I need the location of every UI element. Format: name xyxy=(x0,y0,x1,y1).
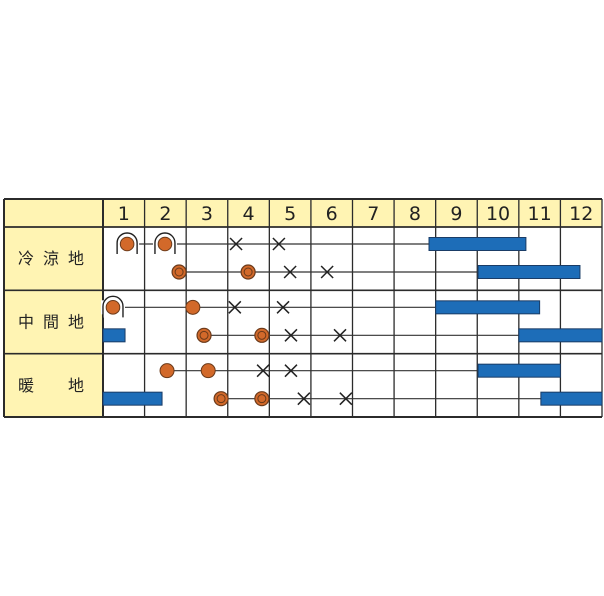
double-circle-icon xyxy=(254,391,270,407)
region-label: 冷涼地 xyxy=(18,249,93,268)
month-header-7: 7 xyxy=(367,203,379,225)
double-circle-icon xyxy=(196,327,212,343)
month-header-2: 2 xyxy=(159,203,171,225)
label-column-bg xyxy=(4,227,103,417)
month-header-12: 12 xyxy=(569,203,593,225)
period-bar xyxy=(518,328,603,343)
period-bar xyxy=(477,265,581,279)
sowing-circle-icon xyxy=(200,363,216,379)
cross-mark-icon xyxy=(276,300,290,314)
sowing-circle-icon xyxy=(105,300,121,315)
period-bar xyxy=(102,391,163,406)
cross-mark-icon xyxy=(272,237,286,251)
month-header-8: 8 xyxy=(409,203,421,225)
sowing-circle-icon xyxy=(185,299,201,315)
month-header-3: 3 xyxy=(201,203,213,225)
double-circle-inner xyxy=(243,267,253,277)
double-circle-icon xyxy=(240,264,256,280)
month-header-1: 1 xyxy=(118,203,130,225)
month-header-4: 4 xyxy=(242,203,254,225)
sowing-circle-icon xyxy=(159,363,175,379)
double-circle-inner xyxy=(216,394,226,404)
double-circle-icon xyxy=(254,327,270,343)
double-circle-inner xyxy=(257,330,267,340)
double-circle-inner xyxy=(199,330,209,340)
period-bar xyxy=(477,363,561,378)
cross-mark-icon xyxy=(284,328,298,342)
sowing-circle-icon xyxy=(157,236,173,252)
month-header-6: 6 xyxy=(326,203,338,225)
month-header-5: 5 xyxy=(284,203,296,225)
month-header-10: 10 xyxy=(486,203,510,225)
region-label: 中間地 xyxy=(18,313,93,332)
region-label: 暖 地 xyxy=(18,376,93,395)
double-circle-inner xyxy=(257,394,267,404)
month-header-11: 11 xyxy=(528,203,552,225)
cross-mark-icon xyxy=(333,328,347,342)
cross-mark-icon xyxy=(284,364,298,378)
period-bar xyxy=(435,300,541,315)
period-bar xyxy=(540,391,603,406)
month-header-9: 9 xyxy=(450,203,462,225)
cross-mark-icon xyxy=(283,265,297,279)
period-bar xyxy=(428,237,527,251)
cross-mark-icon xyxy=(297,392,311,406)
cross-mark-icon xyxy=(228,300,242,314)
cross-mark-icon xyxy=(229,237,243,251)
header-row-bg xyxy=(4,199,602,227)
cross-mark-icon xyxy=(256,364,270,378)
sowing-circle-icon xyxy=(119,236,135,252)
double-circle-inner xyxy=(174,267,184,277)
double-circle-icon xyxy=(171,264,187,280)
double-circle-icon xyxy=(213,391,229,407)
cross-mark-icon xyxy=(320,265,334,279)
period-bar xyxy=(102,328,126,343)
cross-mark-icon xyxy=(339,392,353,406)
